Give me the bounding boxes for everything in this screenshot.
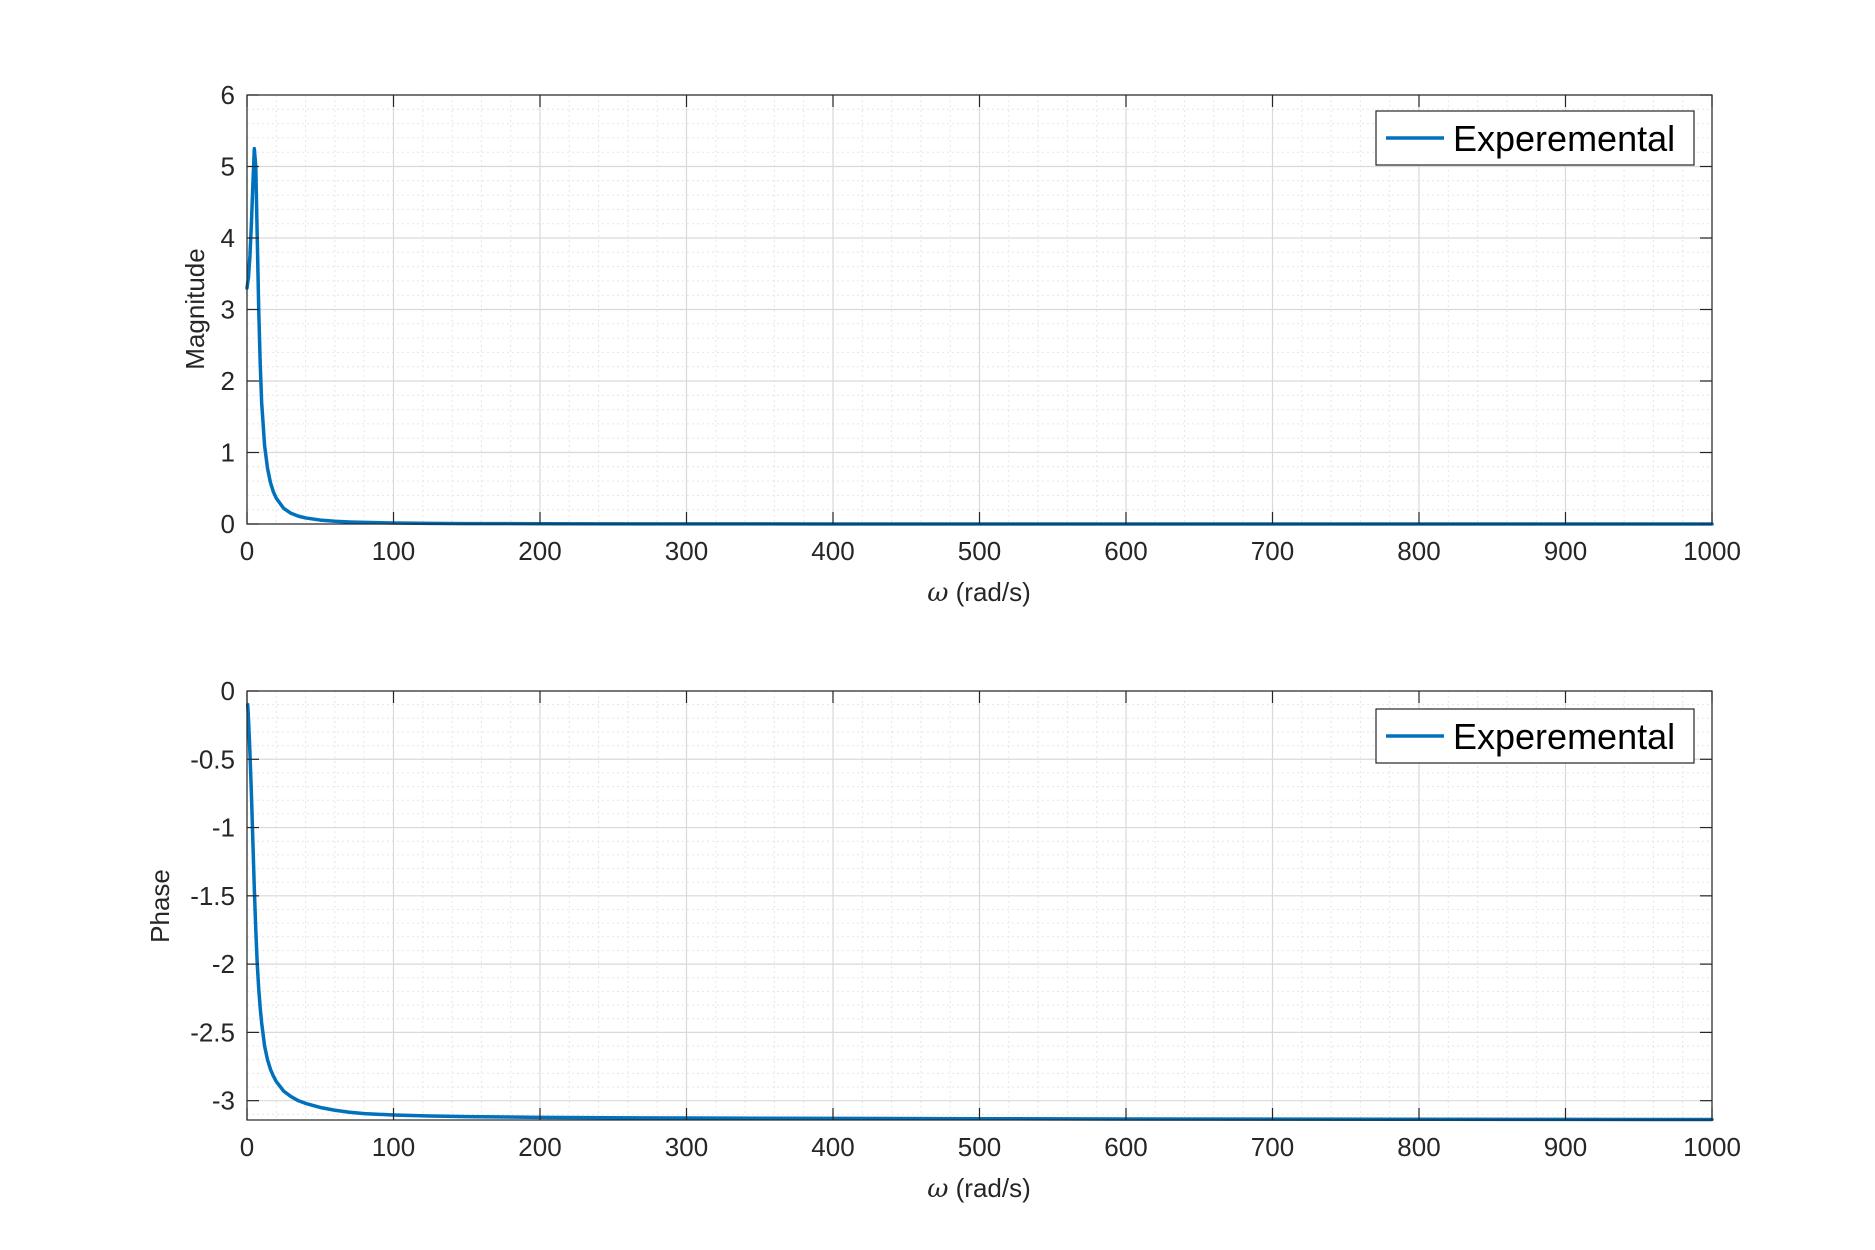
magnitude-xtick-label: 600 (1104, 536, 1147, 566)
magnitude-legend[interactable]: Experemental (1375, 110, 1695, 166)
magnitude-ytick-label: 4 (221, 223, 235, 253)
phase-minor-grid (247, 691, 1712, 1120)
magnitude-xtick-label: 700 (1251, 536, 1294, 566)
magnitude-ticks: 0 100 200 300 400 500 600 700 800 900 1000 0 1 2 3 4 5 6 (221, 80, 1741, 566)
phase-legend[interactable]: Experemental (1375, 708, 1695, 764)
phase-ytick-label: -3 (212, 1086, 235, 1116)
magnitude-xtick-label: 200 (518, 536, 561, 566)
magnitude-xtick-label: 400 (811, 536, 854, 566)
magnitude-axes: 0 100 200 300 400 500 600 700 800 900 10000123456 … (180, 80, 1741, 608)
phase-xtick-label: 500 (958, 1132, 1001, 1162)
magnitude-xtick-label: 900 (1544, 536, 1587, 566)
phase-ytick-label: -2.5 (190, 1017, 235, 1047)
phase-ytick-label: -1.5 (190, 881, 235, 911)
magnitude-xtick-label: 0 (240, 536, 254, 566)
phase-xtick-label: 100 (372, 1132, 415, 1162)
magnitude-xtick-label: 500 (958, 536, 1001, 566)
phase-xlabel: ω (rad/s) (927, 1173, 1031, 1204)
phase-ytick-label: 0 (221, 676, 235, 706)
phase-xtick-label: 200 (518, 1132, 561, 1162)
phase-xtick-label: 700 (1251, 1132, 1294, 1162)
magnitude-ytick-label: 2 (221, 366, 235, 396)
phase-xtick-label: 900 (1544, 1132, 1587, 1162)
phase-xtick-label: 400 (811, 1132, 854, 1162)
phase-xtick-label: 300 (665, 1132, 708, 1162)
magnitude-xtick-label: 100 (372, 536, 415, 566)
magnitude-xtick-label: 800 (1397, 536, 1440, 566)
phase-axes: 0 100 200 300 400 500 600 700 800 900 1000 0 -0.5 -1 -… (145, 676, 1741, 1204)
magnitude-ytick-label: 3 (221, 295, 235, 325)
magnitude-legend-box (1375, 110, 1695, 166)
magnitude-xlabel: ω (rad/s) (927, 577, 1031, 608)
phase-ytick-label: -2 (212, 949, 235, 979)
magnitude-ytick-label: 1 (221, 438, 235, 468)
magnitude-ytick-label: 5 (221, 152, 235, 182)
phase-xtick-label: 600 (1104, 1132, 1147, 1162)
phase-xtick-label: 1000 (1683, 1132, 1741, 1162)
magnitude-legend-label: Experemental (1453, 118, 1675, 159)
phase-xtick-label: 800 (1397, 1132, 1440, 1162)
phase-ylabel: Phase (145, 869, 175, 943)
phase-ytick-label: -1 (212, 813, 235, 843)
magnitude-xtick-label: 1000 (1683, 536, 1741, 566)
phase-xtick-label: 0 (240, 1132, 254, 1162)
phase-ticks: 0 100 200 300 400 500 600 700 800 900 1000 0 -0.5 -1 -… (190, 676, 1741, 1162)
magnitude-xtick-label: 300 (665, 536, 708, 566)
phase-legend-label: Experemental (1453, 716, 1675, 757)
magnitude-ylabel: Magnitude (180, 248, 210, 369)
magnitude-ytick-label: 6 (221, 80, 235, 110)
magnitude-ytick-label: 0 (221, 509, 235, 539)
phase-ytick-label: -0.5 (190, 744, 235, 774)
